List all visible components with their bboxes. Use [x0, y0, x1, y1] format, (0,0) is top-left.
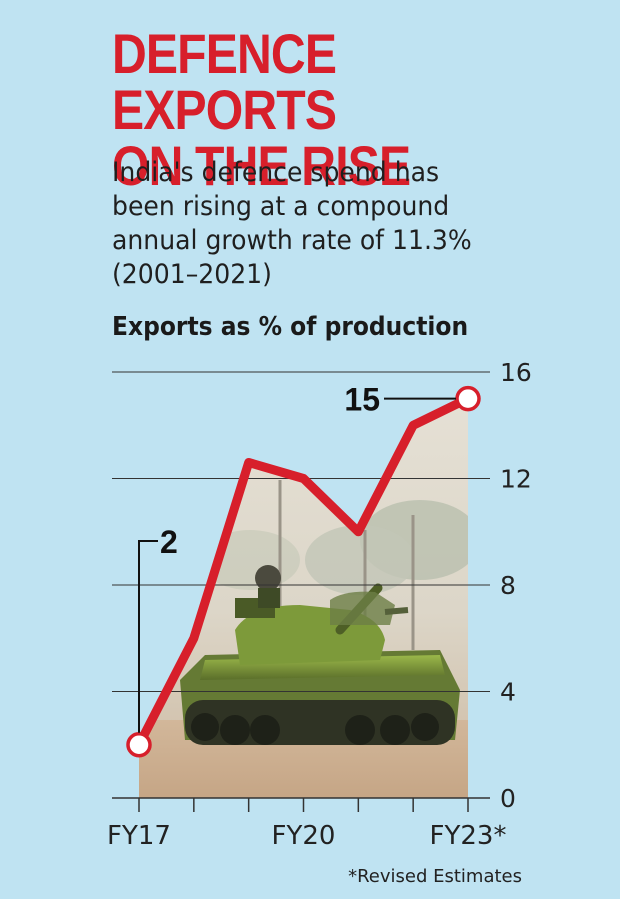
chart-title: Exports as % of production [112, 312, 469, 342]
data-label-last: 15 [344, 382, 380, 418]
subtitle: India's defence spend has been rising at… [112, 157, 472, 290]
y-tick-label-8: 8 [500, 571, 516, 600]
y-tick-label-4: 4 [500, 678, 516, 707]
headline: DEFENCE EXPORTS ON THE RISE [112, 26, 542, 194]
series-line [134, 394, 473, 750]
footnote: *Revised Estimates [348, 866, 522, 887]
y-axis: 0 4 8 12 16 [500, 358, 532, 813]
y-tick-label-12: 12 [500, 465, 532, 494]
series [126, 385, 481, 758]
x-tick-label-6: FY23* [430, 821, 507, 851]
y-tick-label-0: 0 [500, 784, 516, 813]
tank-photo [139, 398, 468, 798]
data-point-FY17 [126, 732, 152, 758]
annotation-leader-first [138, 540, 158, 733]
data-point-FY23* [455, 385, 481, 412]
x-tick-label-0: FY17 [107, 821, 171, 851]
headline-line-1: DEFENCE EXPORTS [112, 22, 337, 141]
x-axis: FY17 FY20 FY23* [107, 797, 507, 851]
data-label-first: 2 [160, 524, 178, 560]
y-tick-label-16: 16 [500, 358, 532, 387]
annotations: 2 15 [138, 382, 456, 733]
headline-line-2: ON THE RISE [112, 134, 411, 197]
x-tick-label-3: FY20 [272, 821, 336, 851]
